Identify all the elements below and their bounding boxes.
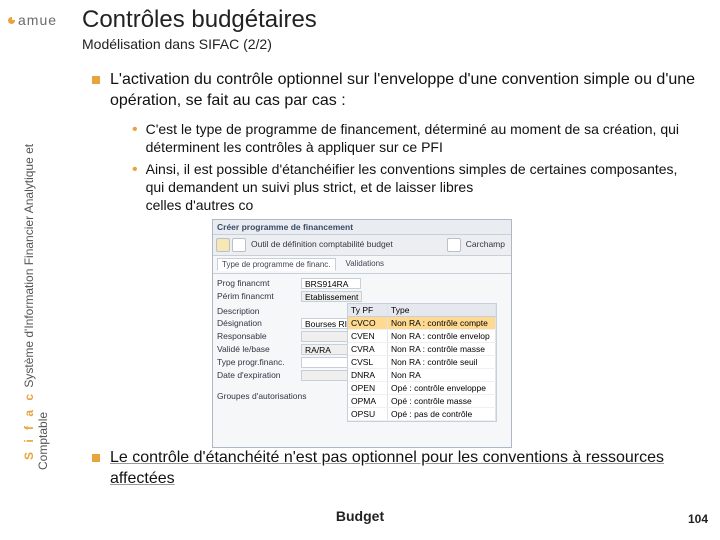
footer-title: Budget xyxy=(0,508,720,524)
cell-desc: Opé : contrôle enveloppe xyxy=(388,382,496,394)
row-etab: Périm financmt Etablissement xyxy=(217,291,507,302)
page-title: Contrôles budgétaires xyxy=(82,6,317,34)
label-valid: Validé le/base xyxy=(217,344,295,354)
logo-mark xyxy=(8,17,15,24)
square-bullet-icon xyxy=(92,454,100,462)
th-type: Type xyxy=(388,304,496,316)
cell-code: CVEN xyxy=(348,330,388,342)
type-table: Ty PF Type CVCONon RA : contrôle compteC… xyxy=(347,303,497,422)
cell-desc: Non RA : contrôle masse xyxy=(388,343,496,355)
cell-desc: Non RA : contrôle compte xyxy=(388,317,496,329)
table-row[interactable]: CVCONon RA : contrôle compte xyxy=(348,317,496,330)
cell-desc: Opé : pas de contrôle xyxy=(388,408,496,420)
label-dateexp: Date d'expiration xyxy=(217,370,295,380)
tab-bar: Type de programme de financ. Validations xyxy=(213,256,511,274)
field-etab[interactable]: Etablissement xyxy=(301,291,362,302)
table-row[interactable]: OPENOpé : contrôle enveloppe xyxy=(348,382,496,395)
page-number: 104 xyxy=(688,512,708,526)
tab-validations[interactable]: Validations xyxy=(342,258,389,271)
row-prog: Prog financmt BRS914RA xyxy=(217,278,507,289)
main-content: L'activation du contrôle optionnel sur l… xyxy=(92,70,700,448)
sidebar-desc-1: Système d'Information Financier Analytiq… xyxy=(22,144,36,391)
cell-code: DNRA xyxy=(348,369,388,381)
form-body: Prog financmt BRS914RA Périm financmt Et… xyxy=(213,274,511,447)
cell-code: CVSL xyxy=(348,356,388,368)
cell-code: CVRA xyxy=(348,343,388,355)
sub-bullet-1-text: C'est le type de programme de financemen… xyxy=(146,120,700,156)
sub-bullet-2-line2: celles d'autres co xyxy=(146,197,254,213)
brand-logo: amue xyxy=(8,12,57,28)
bullet-1: L'activation du contrôle optionnel sur l… xyxy=(92,70,700,112)
cell-desc: Non RA xyxy=(388,369,496,381)
table-row[interactable]: OPSUOpé : pas de contrôle xyxy=(348,408,496,421)
toolbar-icon[interactable] xyxy=(232,238,246,252)
toolbar: Outil de définition comptabilité budget … xyxy=(213,235,511,256)
label-resp: Responsable xyxy=(217,331,295,341)
table-header: Ty PF Type xyxy=(348,304,496,317)
window-title: Créer programme de financement xyxy=(213,220,511,235)
cell-code: CVCO xyxy=(348,317,388,329)
table-row[interactable]: OPMAOpé : contrôle masse xyxy=(348,395,496,408)
sub-bullet-2-line1: Ainsi, il est possible d'étanchéifier le… xyxy=(146,161,678,195)
sub-bullet-2-text: Ainsi, il est possible d'étanchéifier le… xyxy=(146,160,700,215)
th-typf: Ty PF xyxy=(348,304,388,316)
field-prog[interactable]: BRS914RA xyxy=(301,278,361,289)
tab-type-programme[interactable]: Type de programme de financ. xyxy=(217,258,336,271)
bullet-2: Le contrôle d'étanchéité n'est pas optio… xyxy=(92,448,700,490)
sidebar-desc-2: Comptable xyxy=(36,412,50,470)
row-typeprog: Type progr.financ. Ty PF Type CVCONon RA… xyxy=(217,357,507,368)
table-row[interactable]: DNRANon RA xyxy=(348,369,496,382)
toolbar-label: Outil de définition comptabilité budget xyxy=(248,238,396,252)
bullet-2-text: Le contrôle d'étanchéité n'est pas optio… xyxy=(110,448,700,490)
cell-code: OPMA xyxy=(348,395,388,407)
bullet-1-text: L'activation du contrôle optionnel sur l… xyxy=(110,70,700,112)
bullet-2-wrap: Le contrôle d'étanchéité n'est pas optio… xyxy=(92,448,700,498)
sub-bullet-list: • C'est le type de programme de financem… xyxy=(132,120,700,215)
dot-bullet-icon: • xyxy=(132,120,138,156)
cell-code: OPEN xyxy=(348,382,388,394)
cell-desc: Non RA : contrôle seuil xyxy=(388,356,496,368)
embedded-screenshot: Créer programme de financement Outil de … xyxy=(212,219,512,448)
cell-desc: Non RA : contrôle envelop xyxy=(388,330,496,342)
cell-desc: Opé : contrôle masse xyxy=(388,395,496,407)
cell-code: OPSU xyxy=(348,408,388,420)
toolbar-icon[interactable] xyxy=(216,238,230,252)
table-rows: CVCONon RA : contrôle compteCVENNon RA :… xyxy=(348,317,496,421)
table-row[interactable]: CVRANon RA : contrôle masse xyxy=(348,343,496,356)
sub-bullet-1: • C'est le type de programme de financem… xyxy=(132,120,700,156)
toolbar-right-label: Carchamp xyxy=(463,238,508,252)
square-bullet-icon xyxy=(92,76,100,84)
sub-bullet-2: • Ainsi, il est possible d'étanchéifier … xyxy=(132,160,700,215)
sidebar-brand: S i f a c xyxy=(22,391,36,460)
toolbar-icon[interactable] xyxy=(447,238,461,252)
label-desig: Désignation xyxy=(217,318,295,328)
table-row[interactable]: CVSLNon RA : contrôle seuil xyxy=(348,356,496,369)
label-typeprog: Type progr.financ. xyxy=(217,357,295,367)
dot-bullet-icon: • xyxy=(132,160,138,215)
page-subtitle: Modélisation dans SIFAC (2/2) xyxy=(82,36,272,52)
label-etab: Périm financmt xyxy=(217,291,295,301)
vertical-brand-line: S i f a c Système d'Information Financie… xyxy=(22,144,36,460)
table-row[interactable]: CVENNon RA : contrôle envelop xyxy=(348,330,496,343)
logo-text: amue xyxy=(18,12,57,28)
label-prog: Prog financmt xyxy=(217,278,295,288)
